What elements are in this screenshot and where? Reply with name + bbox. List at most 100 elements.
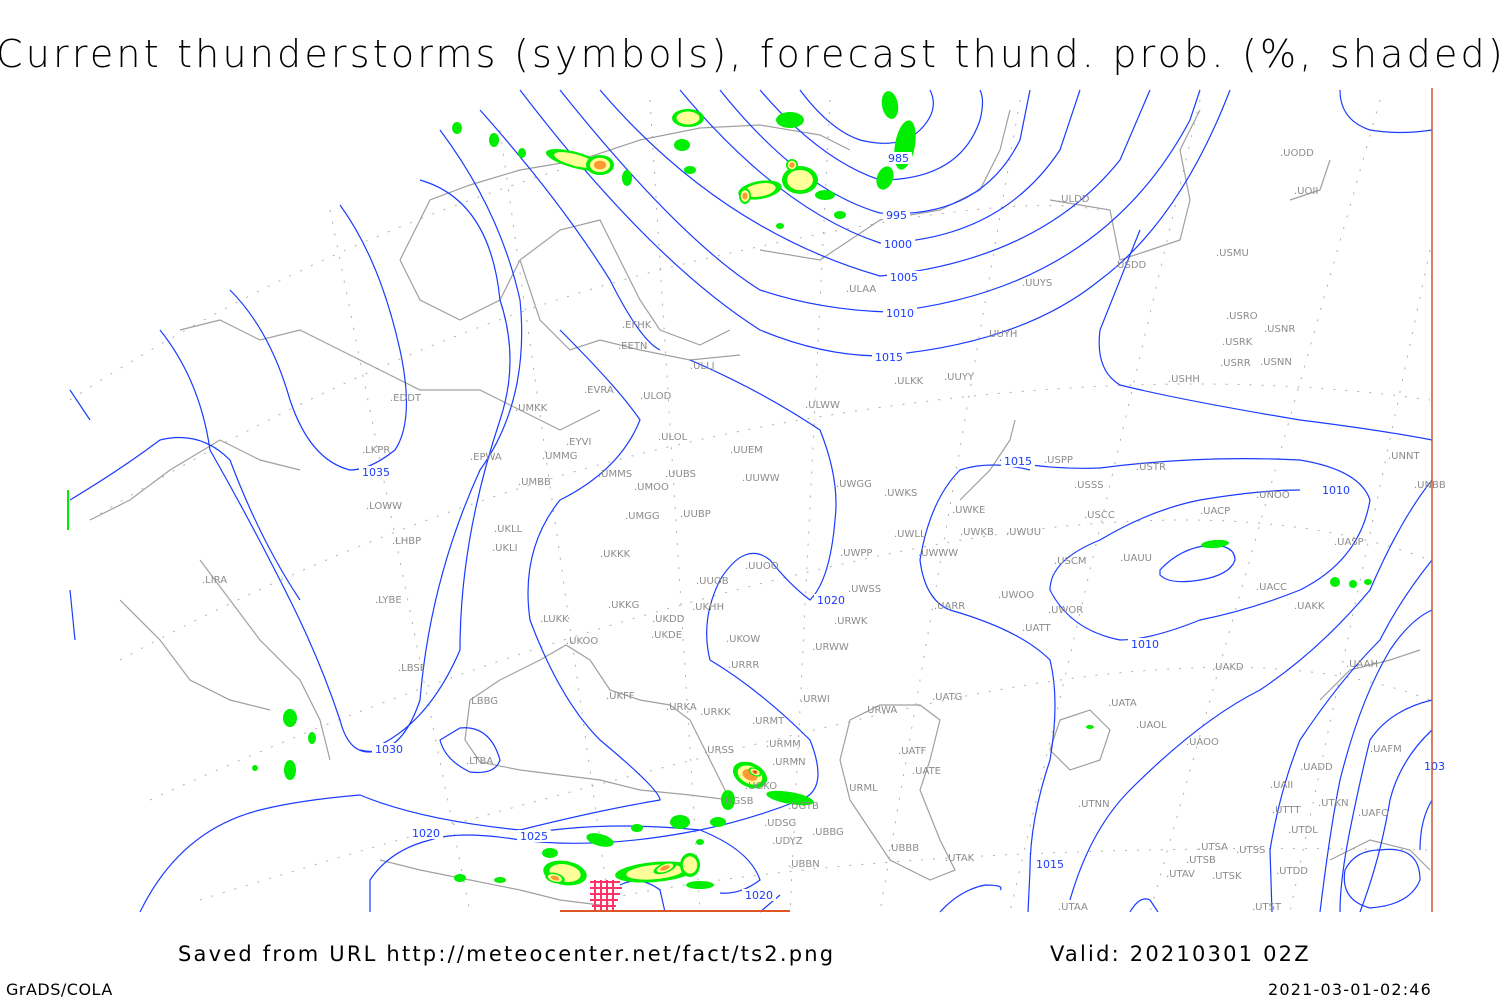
probability-shade-area [1349,580,1357,588]
isobar-label: 1025 [520,830,548,843]
station-label: .LIRA [202,575,227,586]
probability-shade-area [721,790,735,810]
probability-shade-area [753,770,757,774]
station-label: .UNOO [1256,490,1290,501]
station-label: .EYVI [566,437,591,448]
isobar-label: 1020 [745,889,773,902]
station-label: .UUOB [696,576,729,587]
probability-shade-area [766,790,814,806]
station-label: .URWK [834,616,868,627]
probability-shade-area [631,824,643,832]
thunderstorm-symbols [590,880,622,910]
station-label: .UAFM [1370,744,1402,755]
probability-shade-area [682,856,698,874]
station-label: .LKPR [362,445,390,456]
station-label: .LOWW [366,501,402,512]
station-label: .UWGG [836,479,872,490]
isobar-label: 1020 [412,827,440,840]
station-label: .UTDL [1288,825,1318,836]
probability-shade-area [744,183,776,197]
station-label: .UMKK [515,403,548,414]
station-label: .URWA [864,705,897,716]
isobar-label: 1015 [1004,455,1032,468]
probability-shade-area [876,166,894,190]
probability-shade-area [710,817,726,827]
station-label: .UKKG [608,600,639,611]
station-label: .ULDD [1058,194,1090,205]
station-label: .UBBG [812,827,844,838]
station-label: .UNBB [1414,480,1446,491]
station-label: .ULWW [805,400,840,411]
station-label: .UBBN [788,859,820,870]
probability-shade-area [1364,579,1372,585]
probability-shade-area [789,162,795,168]
station-label: .LBBG [468,696,498,707]
station-label: .URMT [752,716,785,727]
station-label: .UTSA [1198,842,1228,853]
station-label: .USNR [1264,324,1295,335]
station-label: .USCM [1054,556,1086,567]
station-label: .UATA [1108,698,1137,709]
probability-shade-area [1330,577,1340,587]
station-label: .URKA [666,702,697,713]
station-label: .UWKB [960,527,994,538]
station-label: .UADD [1300,762,1333,773]
station-label: .UTAA [1058,902,1088,913]
station-label: .USMU [1216,248,1249,259]
station-label: .UKLI [492,543,518,554]
station-labels: .EFHK .EETN .ULLI .EVRA .ULOD .EDDT .UMKK .ULWW… [202,148,1446,913]
probability-shade-area [684,166,696,174]
station-label: .UGKO [745,781,777,792]
station-label: .UTSS [1236,845,1265,856]
station-label: .ULOD [640,391,672,402]
station-label: .UWPP [840,548,872,559]
thunderstorm-probability-shading [252,91,1372,889]
station-label: .UATG [932,692,962,703]
probability-shade-area [742,192,748,200]
station-label: .UKOW [726,634,760,645]
station-label: .URMN [772,757,806,768]
isobar-label: 1035 [362,466,390,479]
station-label: .UOII [1294,186,1318,197]
station-label: .UKHH [692,602,724,613]
station-label: .UUOO [745,561,779,572]
isobar-label: 103 [1424,760,1445,773]
station-label: .URWW [812,642,849,653]
station-label: .UAFO [1358,808,1389,819]
station-label: .UMBB [518,477,551,488]
isobar-label: 1010 [886,307,914,320]
station-label: .UMGG [625,511,660,522]
probability-shade-area [622,170,632,186]
station-label: .USRK [1222,337,1253,348]
isobar-label: 1005 [890,271,918,284]
probability-shade-area [308,732,316,744]
station-label: .UTSB [1186,855,1216,866]
station-label: .UMMS [598,469,632,480]
isobar-label: 1000 [884,238,912,251]
station-label: .USRR [1220,358,1251,369]
probability-shade-area [554,152,596,168]
station-label: .UTAV [1166,869,1195,880]
station-label: .UKKK [600,549,631,560]
station-label: .URSS [704,745,734,756]
isobar-labels: 985 995 1000 1005 1010 1015 1035 1020 1015 1010 10… [359,152,1448,902]
station-label: .URWI [800,694,830,705]
isobar-label: 1030 [375,743,403,756]
station-label: .UKLL [494,524,523,535]
station-label: .UATE [912,766,941,777]
station-label: .USDD [1114,260,1147,271]
station-label: .UKDD [652,614,685,625]
probability-shade-area [550,875,560,881]
probability-shade-area [593,160,607,170]
probability-shade-area [489,133,499,147]
station-label: .UTNN [1078,799,1110,810]
station-label: .UASP [1334,537,1364,548]
station-label: .UUBS [665,469,696,480]
station-label: .ULKK [894,376,924,387]
station-label: .UTDD [1276,866,1308,877]
station-label: .UNNT [1388,451,1420,462]
station-label: .UAKK [1294,601,1325,612]
station-label: .UAOL [1136,720,1167,731]
station-label: .UAII [1270,780,1293,791]
